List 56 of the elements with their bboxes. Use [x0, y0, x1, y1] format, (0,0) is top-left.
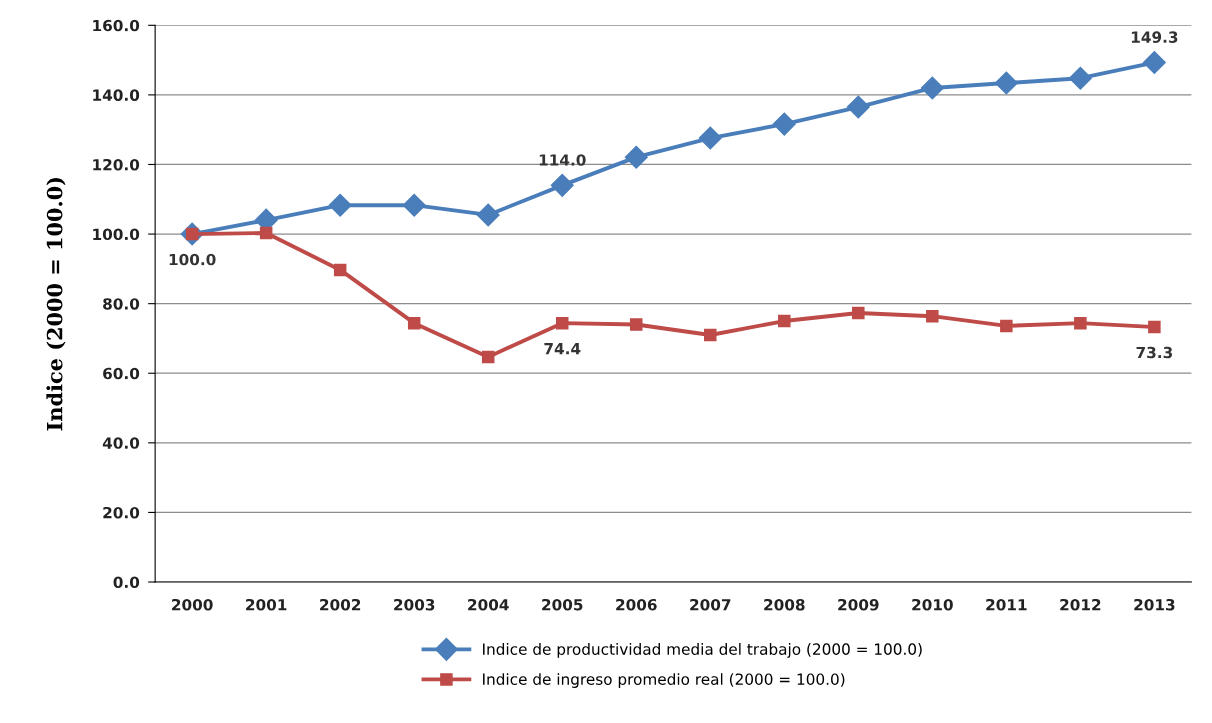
- data-label: 149.3: [1131, 31, 1178, 43]
- point: [852, 306, 865, 320]
- point: [772, 112, 796, 136]
- legend-label: Indice de ingreso promedio real (2000 = 100.0): [483, 673, 845, 688]
- x-tick-label: 2000: [172, 598, 213, 611]
- x-tick-label: 2008: [764, 598, 805, 611]
- x-tick-label: 2004: [468, 598, 509, 611]
- point: [698, 126, 722, 150]
- point: [926, 309, 939, 323]
- y-tick-label: 0.0: [113, 576, 140, 589]
- y-tick-label: 80.0: [103, 298, 140, 310]
- x-tick-label: 2009: [838, 598, 879, 611]
- x-tick-label: 2013: [1134, 598, 1175, 611]
- y-tick-label: 20.0: [103, 506, 140, 519]
- x-tick-label: 2001: [246, 598, 287, 611]
- y-tick-label: 140.0: [93, 89, 140, 101]
- point: [704, 328, 717, 342]
- point: [624, 145, 648, 169]
- point: [630, 318, 643, 331]
- y-tick-label: 100.0: [93, 228, 140, 241]
- point: [328, 193, 352, 217]
- point: [481, 350, 495, 364]
- point: [476, 203, 500, 227]
- point: [1142, 51, 1166, 75]
- x-tick-label: 2003: [394, 598, 435, 611]
- y-tick-label: 120.0: [93, 158, 140, 171]
- point: [994, 71, 1018, 95]
- point: [1068, 66, 1092, 90]
- point: [846, 95, 870, 119]
- x-tick-label: 2011: [986, 598, 1027, 611]
- point: [333, 263, 347, 277]
- y-tick-label: 40.0: [102, 437, 140, 449]
- point: [402, 193, 426, 217]
- data-label: 100.0: [169, 253, 216, 266]
- point: [259, 226, 273, 240]
- point: [920, 76, 944, 100]
- point: [778, 314, 791, 328]
- x-tick-label: 2007: [690, 598, 731, 611]
- point: [1074, 316, 1087, 330]
- point: [1148, 320, 1161, 334]
- legend-label: Indice de productividad media del trabajo (2000 = 100.0): [483, 643, 922, 658]
- point: [550, 173, 574, 197]
- y-tick-label: 60.0: [103, 367, 140, 380]
- data-label: 73.3: [1136, 346, 1173, 359]
- data-label: 74.4: [544, 343, 581, 355]
- point: [555, 316, 569, 330]
- y-axis-title: Indice (2000 = 100.0): [46, 177, 66, 431]
- x-tick-label: 2005: [542, 598, 583, 611]
- data-label: 114.0: [539, 154, 586, 166]
- point: [407, 316, 421, 330]
- point: [1000, 319, 1013, 333]
- x-tick-label: 2010: [912, 598, 953, 611]
- x-tick-label: 2002: [320, 598, 361, 611]
- y-tick-label: 160.0: [93, 19, 140, 32]
- x-tick-label: 2006: [616, 598, 657, 611]
- x-tick-label: 2012: [1060, 598, 1101, 611]
